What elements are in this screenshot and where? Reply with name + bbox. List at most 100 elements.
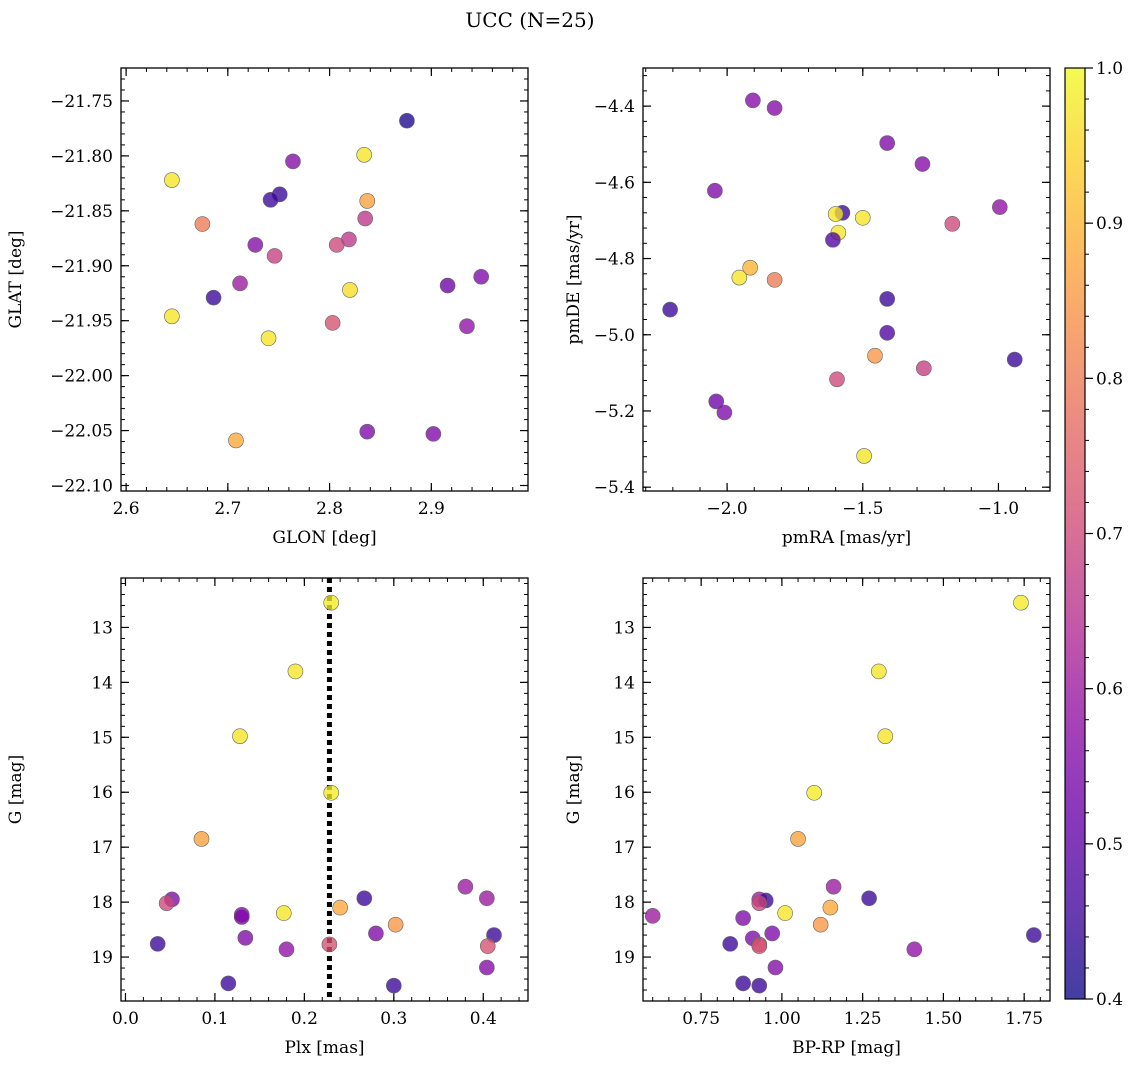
scatter-point	[879, 135, 896, 151]
scatter-point	[992, 199, 1008, 215]
panel-glon-glat: 2.6 2.7 2.8 2.9 −21.75 −21.80 −21.85 −21.90 −21.…	[6, 67, 529, 548]
scatter-point	[439, 277, 456, 294]
scatter-point	[332, 899, 348, 916]
panel-bprp-g: 0.75 1.00 1.25 1.50 1.75 13 14 15 16 17 18 19 BP-RP …	[564, 577, 1051, 1058]
scatter-point	[357, 210, 374, 227]
scatter-point	[359, 423, 376, 440]
y-tick-label: 17	[613, 838, 635, 858]
scatter-point	[871, 663, 887, 680]
scatter-point	[247, 237, 264, 253]
scatter-point	[861, 890, 877, 907]
scatter-point	[944, 216, 961, 232]
scatter-point	[825, 878, 842, 895]
y-tick-label: −5.4	[594, 478, 635, 498]
scatter-point	[232, 275, 248, 292]
colorbar-gradient	[1065, 68, 1085, 999]
y-tick-label: 14	[613, 673, 635, 693]
scatter-point	[708, 393, 725, 410]
scatter-point	[260, 330, 277, 347]
scatter-point	[356, 146, 372, 163]
x-axis-label: BP-RP [mag]	[792, 1038, 901, 1058]
scatter-point	[266, 248, 283, 264]
scatter-point	[856, 448, 872, 464]
colorbar-tick-label: 0.7	[1096, 525, 1123, 545]
y-axis-label: pmDE [mas/yr]	[564, 214, 584, 344]
y-tick-label: 15	[613, 728, 635, 748]
scatter-point	[644, 908, 661, 924]
scatter-point	[324, 315, 341, 331]
y-tick-label: 13	[613, 618, 635, 638]
scatter-point	[731, 269, 748, 286]
panel-pmra-pmde: −2.0 −1.5 −1.0 −4.4 −4.6 −4.8 −5.0 −5.2 −5.4 pmRA…	[564, 67, 1051, 548]
scatter-point	[342, 282, 358, 298]
scatter-point	[205, 289, 222, 306]
scatter-point	[1013, 594, 1029, 611]
scatter-point	[722, 936, 739, 952]
scatter-point	[368, 925, 384, 942]
colorbar-tick-label: 0.4	[1096, 990, 1123, 1010]
x-axis-label: pmRA [mas/yr]	[782, 528, 911, 548]
axes-frame	[642, 577, 1051, 1002]
scatter-point	[399, 112, 415, 129]
scatter-point	[879, 291, 896, 307]
scatter-point	[262, 192, 279, 208]
scatter-point	[287, 663, 304, 680]
scatter-point	[479, 938, 496, 954]
scatter-point	[735, 975, 751, 992]
x-tick-label: 0.0	[112, 1009, 139, 1029]
scatter-point	[237, 930, 254, 946]
scatter-point	[777, 905, 793, 921]
y-axis-label: G [mag]	[564, 755, 584, 824]
scatter-point	[916, 360, 932, 377]
scatter-point	[285, 153, 301, 170]
panels: 2.6 2.7 2.8 2.9 −21.75 −21.80 −21.85 −21.90 −21.…	[6, 67, 1051, 1058]
y-axis-label: GLAT [deg]	[6, 230, 26, 328]
y-tick-label: −22.00	[50, 367, 113, 387]
y-tick-label: 17	[91, 838, 113, 858]
y-tick-label: −21.75	[50, 92, 113, 112]
scatter-point	[790, 831, 806, 847]
y-tick-label: −22.05	[50, 422, 113, 442]
x-tick-label: 0.75	[682, 1009, 720, 1029]
scatter-point	[233, 909, 250, 925]
y-tick-label: 19	[91, 948, 113, 968]
colorbar-tick-label: 1.0	[1096, 59, 1123, 79]
scatter-point	[822, 899, 839, 916]
scatter-point	[459, 318, 475, 334]
scatter-point	[386, 977, 402, 994]
scatter-point	[662, 301, 678, 318]
scatter-point	[707, 182, 723, 199]
colorbar-tick-label: 0.5	[1096, 835, 1123, 855]
axes-frame	[120, 67, 529, 492]
minor-ticks	[643, 578, 1050, 1001]
x-tick-label: −2.0	[706, 499, 747, 519]
y-tick-label: −4.4	[594, 97, 635, 117]
x-tick-label: 0.1	[201, 1009, 228, 1029]
scatter-point	[232, 728, 248, 745]
y-tick-label: −22.10	[50, 477, 113, 497]
y-tick-label: 14	[91, 673, 113, 693]
y-tick-label: 13	[91, 618, 113, 638]
scatter-point	[158, 895, 175, 912]
scatter-point	[806, 784, 822, 801]
x-tick-label: 0.4	[470, 1009, 497, 1029]
scatter-point	[328, 237, 345, 253]
scatter-point	[220, 975, 237, 992]
x-tick-label: 1.50	[924, 1009, 962, 1029]
colorbar-tick-label: 0.8	[1096, 369, 1123, 389]
x-tick-label: 2.6	[113, 499, 140, 519]
scatter-point	[906, 941, 923, 958]
scatter-point	[829, 371, 845, 388]
minor-ticks	[643, 68, 1050, 491]
scatter-point	[323, 594, 340, 611]
scatter-point	[766, 100, 783, 116]
colorbar: 0.4 0.5 0.6 0.7 0.8 0.9 1.0	[1064, 59, 1123, 1010]
scatter-point	[1006, 351, 1023, 368]
scatter-point	[278, 941, 295, 958]
minor-ticks	[121, 68, 528, 491]
x-tick-label: 0.2	[291, 1009, 318, 1029]
scatter-point	[479, 890, 495, 907]
scatter-point	[321, 936, 338, 953]
scatter-point	[751, 938, 768, 954]
